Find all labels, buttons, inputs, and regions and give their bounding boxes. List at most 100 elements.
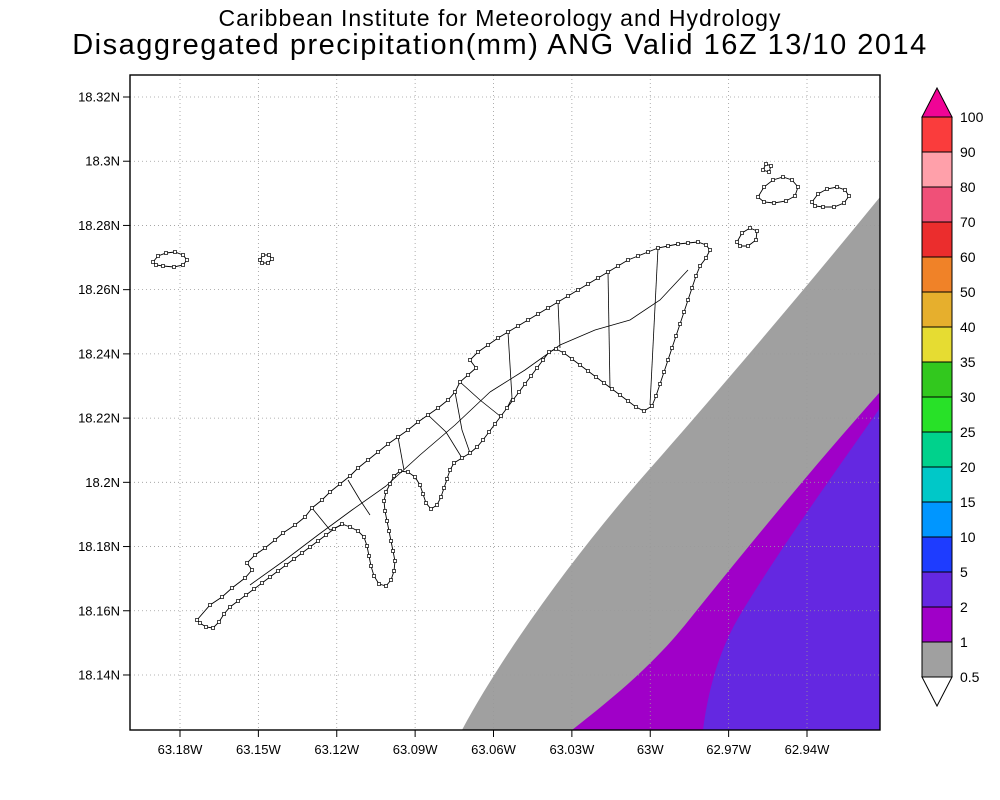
coastline-tick-square <box>468 451 472 455</box>
coastline-tick-square <box>516 324 520 328</box>
coastline-tick-square <box>293 523 297 527</box>
lat-label: 18.18N <box>78 539 120 554</box>
coastline-tick-square <box>445 477 449 481</box>
coastline-tick-square <box>523 382 527 386</box>
legend-under-arrow <box>921 676 953 708</box>
legend-band <box>921 466 953 503</box>
legend-label: 0.5 <box>960 669 980 685</box>
coastline-tick-square <box>340 522 344 526</box>
coastline-tick-square <box>268 575 272 579</box>
coastline-tick-square <box>308 545 312 549</box>
coastline-tick-square <box>475 445 479 449</box>
coastline-tick-square <box>244 593 248 597</box>
coastline-tick-square <box>594 375 598 379</box>
page-title: Caribbean Institute for Meteorology and … <box>218 5 782 31</box>
coastline-tick-square <box>754 238 758 242</box>
legend-band <box>921 641 953 678</box>
coastline-tick-square <box>626 258 630 262</box>
coastline-tick-square <box>393 559 397 563</box>
district-boundary-line <box>427 414 463 459</box>
coastline-tick-square <box>602 381 606 385</box>
coastline-tick-square <box>211 626 215 630</box>
legend-band <box>921 291 953 328</box>
coastline-tick-square <box>348 474 352 478</box>
coastline-tick-square <box>369 564 373 568</box>
coastline-tick-square <box>570 357 574 361</box>
coastline-tick-square <box>496 336 500 340</box>
legend-label: 20 <box>960 459 976 475</box>
district-boundary-line <box>347 479 371 516</box>
coastline-tick-square <box>439 495 443 499</box>
coastline-tick-square <box>842 201 846 205</box>
coastline-tick-square <box>392 569 396 573</box>
coastline-tick-square <box>421 492 425 496</box>
coastline-tick-square <box>303 515 307 519</box>
lat-label: 18.14N <box>78 667 120 682</box>
district-boundary-line <box>506 331 513 409</box>
coastline-tick-square <box>250 568 254 572</box>
coastline-tick-square <box>164 251 168 255</box>
coastline-tick-square <box>586 282 590 286</box>
coastline-tick-square <box>452 461 456 465</box>
coastline-tick-square <box>453 390 457 394</box>
coastline-tick-square <box>771 178 775 182</box>
coastline-tick-square <box>161 264 165 268</box>
coastline-tick-square <box>356 529 360 533</box>
legend-band <box>921 396 953 433</box>
coastline-tick-square <box>821 205 825 209</box>
coastline-tick-square <box>300 551 304 555</box>
district-boundary-line <box>454 391 471 454</box>
coastline-tick-square <box>666 358 670 362</box>
coastline-tick-square <box>173 250 177 254</box>
coastline-tick-square <box>832 205 836 209</box>
coastline-tick-square <box>406 470 410 474</box>
coastline-tick-square <box>382 499 386 503</box>
coastline-tick-square <box>835 185 839 189</box>
lat-label: 18.16N <box>78 603 120 618</box>
legend-label: 25 <box>960 424 976 440</box>
legend-label: 10 <box>960 529 976 545</box>
coastline-tick-square <box>767 170 771 174</box>
coastline-tick-square <box>646 250 650 254</box>
coastline-tick-square <box>547 350 551 354</box>
district-boundary-line <box>489 269 689 393</box>
legend-band <box>921 151 953 188</box>
coastline-tick-square <box>442 486 446 490</box>
coastline-tick-square <box>338 482 342 486</box>
coastline-tick-square <box>694 274 698 278</box>
coastline-tick-square <box>499 414 503 418</box>
coastline-tick-square <box>258 258 262 262</box>
legend-band <box>921 606 953 643</box>
coastline-tick-square <box>228 605 232 609</box>
plot-area <box>130 75 880 730</box>
coastline-tick-square <box>316 539 320 543</box>
coastline-tick-square <box>348 525 352 529</box>
coastline-tick-square <box>634 405 638 409</box>
coastline-tick-square <box>535 366 539 370</box>
legend-label: 30 <box>960 389 976 405</box>
coastline-tick-square <box>396 435 400 439</box>
lon-label: 63W <box>637 742 664 757</box>
coastline-tick-square <box>636 254 640 258</box>
coastline-tick-square <box>426 413 430 417</box>
coastline-tick-square <box>281 531 285 535</box>
coastline-tick-square <box>847 194 851 198</box>
coastline-tick-square <box>666 244 670 248</box>
coastline-tick-square <box>656 246 660 250</box>
coastline-tick-square <box>366 458 370 462</box>
coastline-tick-square <box>790 178 794 182</box>
coastline-tick-square <box>384 584 388 588</box>
coastline-tick-square <box>320 498 324 502</box>
coastline-tick-square <box>796 185 800 189</box>
coastline-tick-square <box>413 475 417 479</box>
coastline-tick-square <box>704 243 708 247</box>
coastline-tick-square <box>596 276 600 280</box>
legend-label: 35 <box>960 354 976 370</box>
coastline-tick-square <box>586 369 590 373</box>
coastline-tick-square <box>156 254 160 258</box>
lat-label: 18.22N <box>78 411 120 426</box>
coastline-tick-square <box>576 288 580 292</box>
legend-band <box>921 536 953 573</box>
coastline-tick-square <box>398 469 402 473</box>
coastline-tick-square <box>764 162 768 166</box>
